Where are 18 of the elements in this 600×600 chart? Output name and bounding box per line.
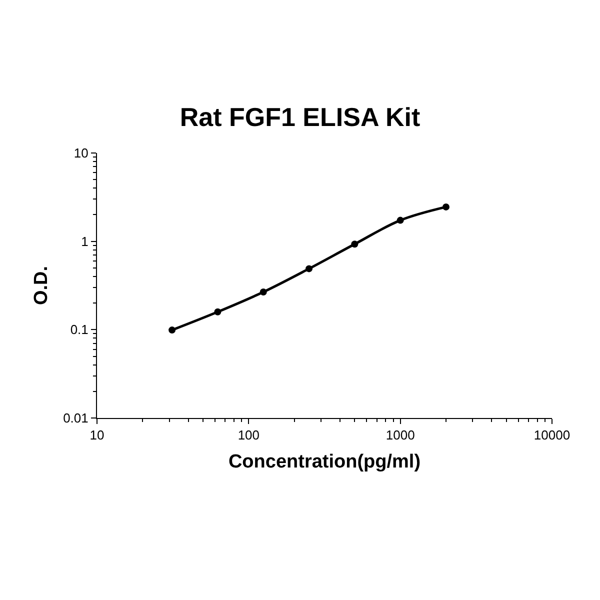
- x-axis-title: Concentration(pg/ml): [228, 451, 421, 472]
- y-tick-label: 0.1: [70, 322, 88, 338]
- chart-title: Rat FGF1 ELISA Kit: [180, 102, 420, 132]
- y-tick-label: 10: [74, 146, 88, 161]
- y-tick-label: 1: [81, 234, 88, 249]
- point: [351, 240, 358, 248]
- point: [168, 326, 176, 334]
- x-tick-label: 1000: [386, 428, 415, 443]
- point: [306, 265, 313, 272]
- y-tick-label: 0.01: [63, 410, 88, 426]
- point: [442, 203, 450, 210]
- point: [396, 216, 404, 224]
- y-axis-title: O.D.: [30, 266, 52, 306]
- point: [260, 288, 267, 296]
- x-tick-label: 10000: [534, 428, 570, 443]
- point: [214, 308, 222, 316]
- x-tick-label: 10: [90, 428, 104, 443]
- x-tick-label: 100: [238, 428, 260, 443]
